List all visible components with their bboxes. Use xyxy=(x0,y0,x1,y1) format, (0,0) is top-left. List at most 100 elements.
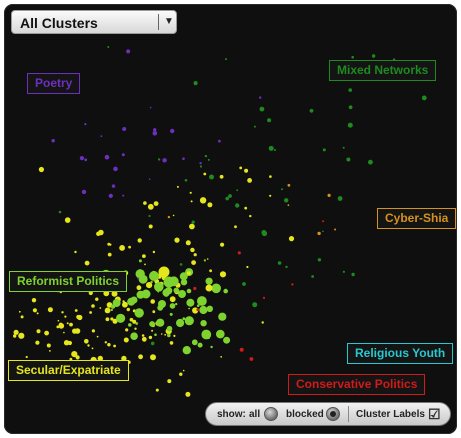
network-node[interactable] xyxy=(274,149,276,151)
network-node[interactable] xyxy=(203,259,206,262)
network-node[interactable] xyxy=(322,230,324,233)
network-node[interactable] xyxy=(150,280,153,284)
network-node[interactable] xyxy=(182,317,186,321)
network-node[interactable] xyxy=(116,313,126,323)
network-node[interactable] xyxy=(91,304,95,308)
network-node[interactable] xyxy=(138,274,148,284)
network-node[interactable] xyxy=(196,308,200,312)
network-node[interactable] xyxy=(182,369,185,372)
network-node[interactable] xyxy=(163,276,175,288)
network-node[interactable] xyxy=(147,203,154,210)
network-node[interactable] xyxy=(47,307,53,313)
network-node[interactable] xyxy=(182,346,191,355)
network-node[interactable] xyxy=(311,275,314,278)
network-node[interactable] xyxy=(348,88,353,92)
network-node[interactable] xyxy=(107,252,112,257)
cluster-label-secular-expatriate[interactable]: Secular/Expatriate xyxy=(8,360,129,381)
network-node[interactable] xyxy=(135,322,139,325)
network-node[interactable] xyxy=(110,304,116,309)
network-node[interactable] xyxy=(172,214,175,217)
network-node[interactable] xyxy=(239,166,243,170)
network-node[interactable] xyxy=(121,153,125,157)
network-node[interactable] xyxy=(191,339,198,346)
network-node[interactable] xyxy=(146,282,153,289)
cluster-label-conservative-politics[interactable]: Conservative Politics xyxy=(288,374,426,395)
network-node[interactable] xyxy=(141,289,151,299)
network-node[interactable] xyxy=(175,302,178,306)
network-node[interactable] xyxy=(122,127,127,131)
network-node[interactable] xyxy=(74,250,77,254)
network-node[interactable] xyxy=(200,320,207,327)
network-node[interactable] xyxy=(81,189,87,195)
network-node[interactable] xyxy=(186,288,192,294)
network-node[interactable] xyxy=(169,312,173,316)
network-node[interactable] xyxy=(237,251,241,255)
network-node[interactable] xyxy=(197,342,203,348)
network-node[interactable] xyxy=(179,372,183,376)
network-node[interactable] xyxy=(149,271,159,281)
network-node[interactable] xyxy=(63,331,65,334)
network-node[interactable] xyxy=(134,308,144,318)
network-node[interactable] xyxy=(113,166,118,172)
network-node[interactable] xyxy=(20,315,24,319)
network-node[interactable] xyxy=(51,139,55,143)
network-node[interactable] xyxy=(75,355,80,360)
network-node[interactable] xyxy=(122,301,128,308)
network-node[interactable] xyxy=(95,297,99,301)
network-node[interactable] xyxy=(110,317,114,321)
network-node[interactable] xyxy=(182,157,185,160)
network-node[interactable] xyxy=(249,214,252,218)
network-node[interactable] xyxy=(209,269,213,273)
network-node[interactable] xyxy=(84,260,90,266)
network-node[interactable] xyxy=(242,282,246,286)
network-node[interactable] xyxy=(108,193,113,198)
network-node[interactable] xyxy=(44,330,49,336)
network-node[interactable] xyxy=(13,329,19,335)
network-node[interactable] xyxy=(74,309,78,312)
network-node[interactable] xyxy=(148,335,153,340)
network-node[interactable] xyxy=(234,225,237,229)
network-node[interactable] xyxy=(107,46,110,48)
network-node[interactable] xyxy=(153,201,159,207)
network-node[interactable] xyxy=(138,354,144,360)
network-node[interactable] xyxy=(150,354,156,361)
network-node[interactable] xyxy=(207,202,213,208)
network-node[interactable] xyxy=(125,328,129,332)
network-node[interactable] xyxy=(253,125,256,128)
network-node[interactable] xyxy=(142,254,146,258)
network-node[interactable] xyxy=(185,391,191,397)
network-node[interactable] xyxy=(138,259,142,263)
network-node[interactable] xyxy=(268,145,274,151)
network-node[interactable] xyxy=(269,175,272,178)
network-node[interactable] xyxy=(111,290,118,297)
network-node[interactable] xyxy=(327,193,331,197)
cluster-dropdown[interactable]: All Clusters ▼ xyxy=(11,10,177,34)
network-node[interactable] xyxy=(239,347,244,352)
network-node[interactable] xyxy=(148,224,153,229)
network-node[interactable] xyxy=(69,357,73,361)
network-node[interactable] xyxy=(121,355,127,362)
network-node[interactable] xyxy=(342,270,345,273)
network-node[interactable] xyxy=(267,118,272,123)
network-node[interactable] xyxy=(203,172,207,176)
network-node[interactable] xyxy=(174,237,180,243)
network-node[interactable] xyxy=(193,81,198,86)
network-node[interactable] xyxy=(225,196,229,201)
network-node[interactable] xyxy=(58,210,62,214)
network-visualization[interactable]: All Clusters ▼ Poetry Mixed Networks Cyb… xyxy=(4,4,457,434)
network-node[interactable] xyxy=(61,311,64,314)
network-node[interactable] xyxy=(49,350,51,352)
network-node[interactable] xyxy=(184,316,194,326)
network-node[interactable] xyxy=(58,322,63,327)
network-node[interactable] xyxy=(322,148,326,152)
network-node[interactable] xyxy=(126,307,130,312)
network-node[interactable] xyxy=(130,296,138,304)
network-node[interactable] xyxy=(218,312,227,321)
network-node[interactable] xyxy=(122,194,125,197)
network-node[interactable] xyxy=(220,242,225,247)
network-node[interactable] xyxy=(162,158,167,163)
network-node[interactable] xyxy=(205,284,213,292)
network-node[interactable] xyxy=(225,58,227,61)
network-node[interactable] xyxy=(107,242,111,246)
network-node[interactable] xyxy=(130,332,138,341)
